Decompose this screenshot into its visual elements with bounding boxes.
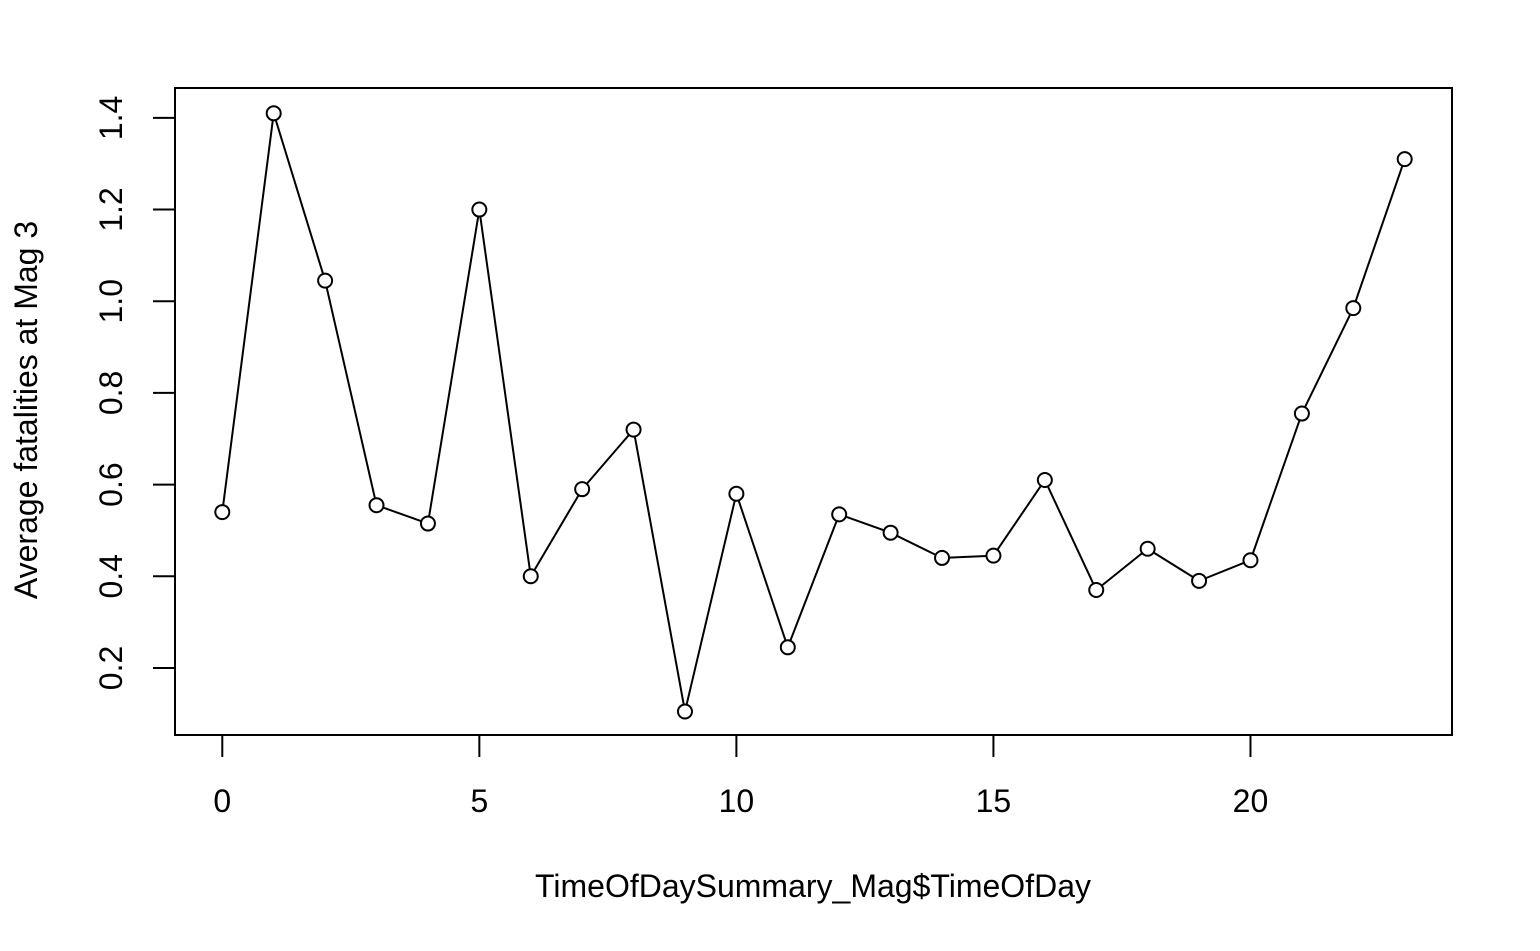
- data-point: [676, 703, 693, 720]
- x-tick-label: 20: [1233, 783, 1269, 819]
- series-line-segment: [1251, 419, 1301, 554]
- data-point: [522, 568, 539, 585]
- data-point: [1396, 151, 1413, 168]
- data-point: [214, 504, 231, 521]
- data-point: [317, 272, 334, 289]
- x-tick-label: 10: [719, 783, 755, 819]
- series-line-segment: [1205, 561, 1245, 580]
- data-point: [574, 481, 591, 498]
- series-line-segment: [737, 500, 787, 641]
- data-point: [1242, 552, 1259, 569]
- data-point: [934, 549, 951, 566]
- x-tick-label: 5: [470, 783, 488, 819]
- series-line-segment: [789, 520, 838, 642]
- y-tick-label: 1.2: [93, 187, 129, 231]
- series-line-segment: [325, 287, 376, 499]
- data-point: [831, 506, 848, 523]
- x-axis-title: TimeOfDaySummary_Mag$TimeOfDay: [535, 868, 1091, 904]
- y-tick-label: 0.4: [93, 554, 129, 598]
- y-tick-label: 0.6: [93, 462, 129, 506]
- data-point: [1191, 572, 1208, 589]
- data-point: [1088, 582, 1105, 599]
- series-line-segment: [1046, 485, 1095, 585]
- series-line-segment: [479, 216, 531, 570]
- series-line-segment: [1153, 551, 1194, 578]
- data-point: [1036, 472, 1053, 489]
- series-line-segment: [274, 119, 325, 275]
- series-line-segment: [1304, 313, 1352, 408]
- data-point: [882, 524, 899, 541]
- series-line-segment: [845, 515, 885, 532]
- plot-frame: [174, 87, 1453, 736]
- data-point: [471, 201, 488, 218]
- data-point: [985, 547, 1002, 564]
- series-line-segment: [633, 436, 685, 705]
- data-point: [419, 515, 436, 532]
- data-point: [728, 485, 745, 502]
- series-line-segment: [428, 216, 480, 517]
- series-line-segment: [896, 534, 937, 556]
- series-line-segment: [222, 120, 274, 506]
- series-line-segment: [585, 434, 630, 485]
- data-point: [265, 105, 282, 122]
- y-axis-title: Average fatalities at Mag 3: [8, 221, 44, 599]
- data-point: [1139, 540, 1156, 557]
- series-layer: [214, 105, 1413, 720]
- series-line-segment: [382, 506, 422, 523]
- series-line-segment: [533, 494, 580, 571]
- y-tick-label: 0.8: [93, 371, 129, 415]
- y-axis: 0.2 0.4 0.6 0.8 1.0 1.2 1.4: [93, 96, 176, 690]
- data-point: [368, 497, 385, 514]
- series-line-segment: [685, 500, 736, 705]
- x-tick-label: 15: [976, 783, 1012, 819]
- x-tick-label: 0: [213, 783, 231, 819]
- series-line-segment: [1101, 552, 1143, 587]
- y-tick-label: 0.2: [93, 646, 129, 690]
- data-point: [1345, 300, 1362, 317]
- y-tick-label: 1.0: [93, 279, 129, 323]
- series-line-segment: [948, 554, 987, 559]
- data-point: [779, 639, 796, 656]
- x-axis: 0 5 10 15 20: [213, 734, 1269, 819]
- series-line-segment: [1354, 165, 1404, 302]
- y-tick-label: 1.4: [93, 96, 129, 140]
- data-point: [625, 421, 642, 438]
- data-point: [1293, 405, 1310, 422]
- series-line-segment: [996, 485, 1042, 551]
